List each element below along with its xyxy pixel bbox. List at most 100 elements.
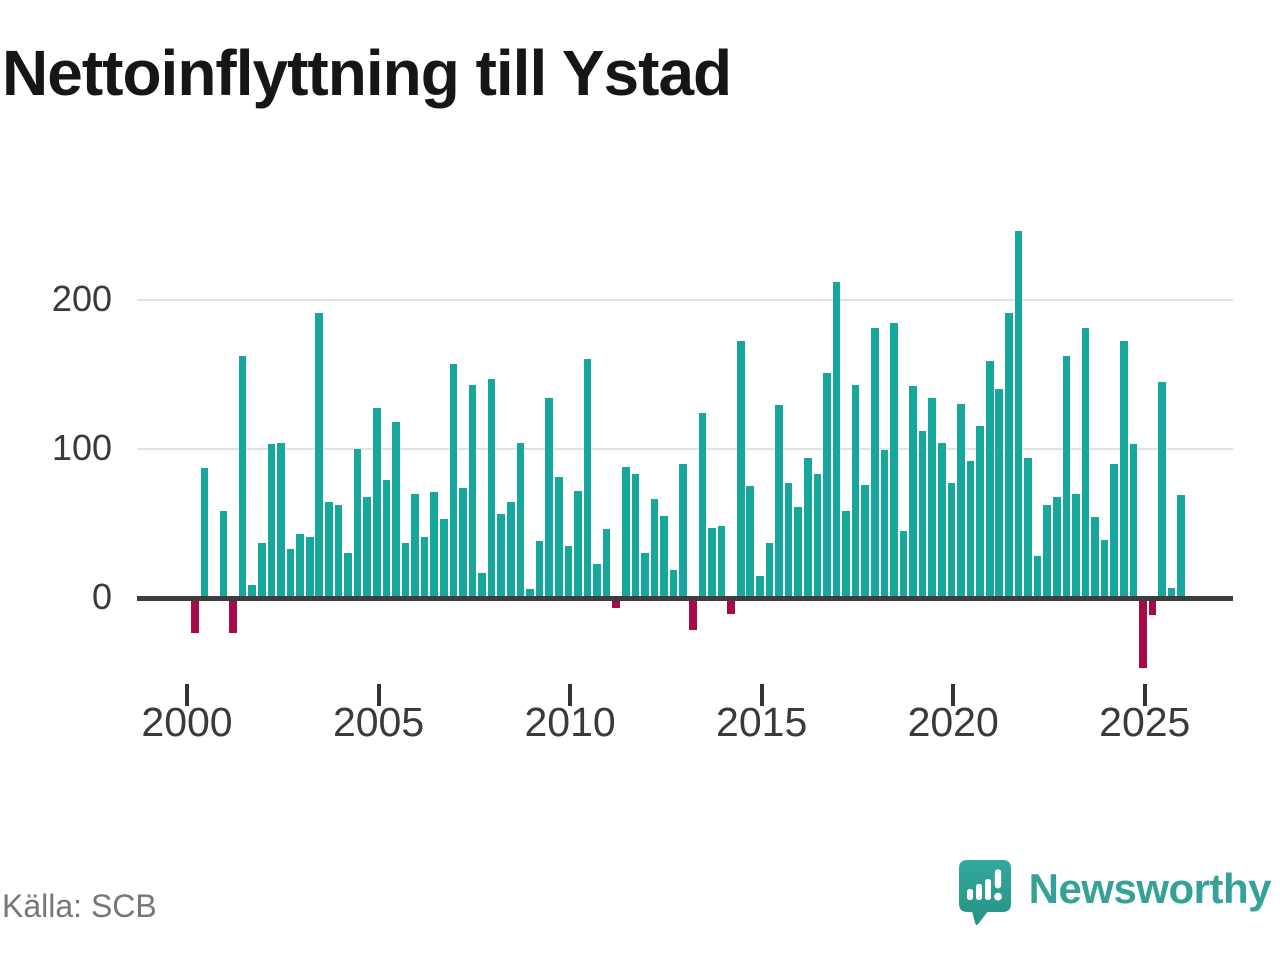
bar xyxy=(1177,495,1186,598)
bar xyxy=(238,356,247,598)
bar xyxy=(430,492,439,598)
bar xyxy=(727,599,735,614)
bar xyxy=(1120,341,1128,598)
bar xyxy=(1033,556,1042,598)
bar xyxy=(315,312,324,598)
bar xyxy=(947,483,956,598)
bar xyxy=(1167,587,1176,598)
bar xyxy=(593,563,601,598)
y-tick-label: 0 xyxy=(91,576,112,617)
bar xyxy=(344,553,352,598)
bar xyxy=(794,506,802,598)
bar xyxy=(717,526,726,598)
bar xyxy=(1148,599,1157,616)
bar xyxy=(823,372,831,598)
bar xyxy=(909,386,917,598)
bar xyxy=(286,548,295,598)
newsworthy-logo-icon xyxy=(958,860,1011,926)
bar xyxy=(746,486,755,598)
bar xyxy=(842,511,850,598)
bar xyxy=(1024,457,1032,598)
x-tick-label: 2020 xyxy=(907,699,999,745)
bar xyxy=(277,442,285,598)
bar xyxy=(890,323,898,598)
bar xyxy=(229,599,237,634)
bar xyxy=(258,542,266,598)
bar xyxy=(995,389,1004,598)
bar xyxy=(851,384,860,598)
x-tick xyxy=(376,684,381,706)
bar xyxy=(392,421,400,598)
bar xyxy=(756,575,764,598)
bar xyxy=(803,457,812,598)
bar xyxy=(660,515,668,598)
bar xyxy=(775,405,783,598)
bar xyxy=(650,499,659,598)
bar xyxy=(372,408,381,598)
bar xyxy=(190,599,199,634)
bar xyxy=(516,442,525,598)
bar xyxy=(363,496,371,598)
bar xyxy=(861,484,869,598)
bar xyxy=(899,530,908,598)
bar xyxy=(1081,327,1090,598)
bar xyxy=(401,542,410,598)
bar xyxy=(1072,493,1080,598)
x-tick-label: 2015 xyxy=(716,699,808,745)
bar xyxy=(698,412,707,598)
x-tick xyxy=(185,684,189,706)
bar xyxy=(669,569,678,598)
bar xyxy=(1062,356,1071,598)
x-tick-label: 2010 xyxy=(524,699,616,745)
gridline xyxy=(137,447,1233,450)
bar xyxy=(918,430,927,598)
bar xyxy=(985,360,994,598)
bar xyxy=(219,511,228,598)
bar xyxy=(1129,444,1138,598)
axis-line xyxy=(137,596,1233,601)
exclamation-glyph xyxy=(993,869,1002,901)
bar xyxy=(813,474,822,598)
x-tick xyxy=(1142,684,1147,706)
bar xyxy=(765,542,774,598)
bar xyxy=(574,490,582,598)
bar xyxy=(583,359,592,598)
bar xyxy=(353,448,362,598)
bar xyxy=(468,384,477,598)
bar xyxy=(440,518,448,598)
bar xyxy=(928,398,937,598)
newsworthy-logo: Newsworthy xyxy=(958,860,1272,930)
bar xyxy=(325,502,333,598)
bar xyxy=(296,533,304,598)
bar xyxy=(966,460,975,598)
bar xyxy=(1158,381,1166,598)
bar xyxy=(1005,312,1013,598)
bar xyxy=(938,442,946,598)
bar xyxy=(459,487,467,598)
bar xyxy=(621,466,630,598)
bar xyxy=(526,589,534,598)
bar xyxy=(736,341,745,598)
bar xyxy=(1110,463,1119,598)
y-tick-label: 100 xyxy=(51,426,112,468)
bar xyxy=(200,468,209,598)
bar xyxy=(976,426,984,598)
bar xyxy=(334,505,343,598)
bar xyxy=(411,493,419,598)
bar xyxy=(612,599,620,608)
bar xyxy=(1052,496,1061,598)
bar xyxy=(535,541,544,598)
bar xyxy=(631,474,640,598)
bar xyxy=(1091,517,1099,598)
bar xyxy=(1043,505,1051,598)
bar xyxy=(248,584,257,598)
source-note: Källa: SCB xyxy=(2,888,157,924)
bar xyxy=(880,450,889,598)
bar xyxy=(1014,230,1023,598)
gridline xyxy=(137,298,1233,301)
bar xyxy=(602,529,611,598)
bar xyxy=(478,572,486,598)
x-tick-label: 2005 xyxy=(332,699,425,745)
bar xyxy=(545,398,553,598)
